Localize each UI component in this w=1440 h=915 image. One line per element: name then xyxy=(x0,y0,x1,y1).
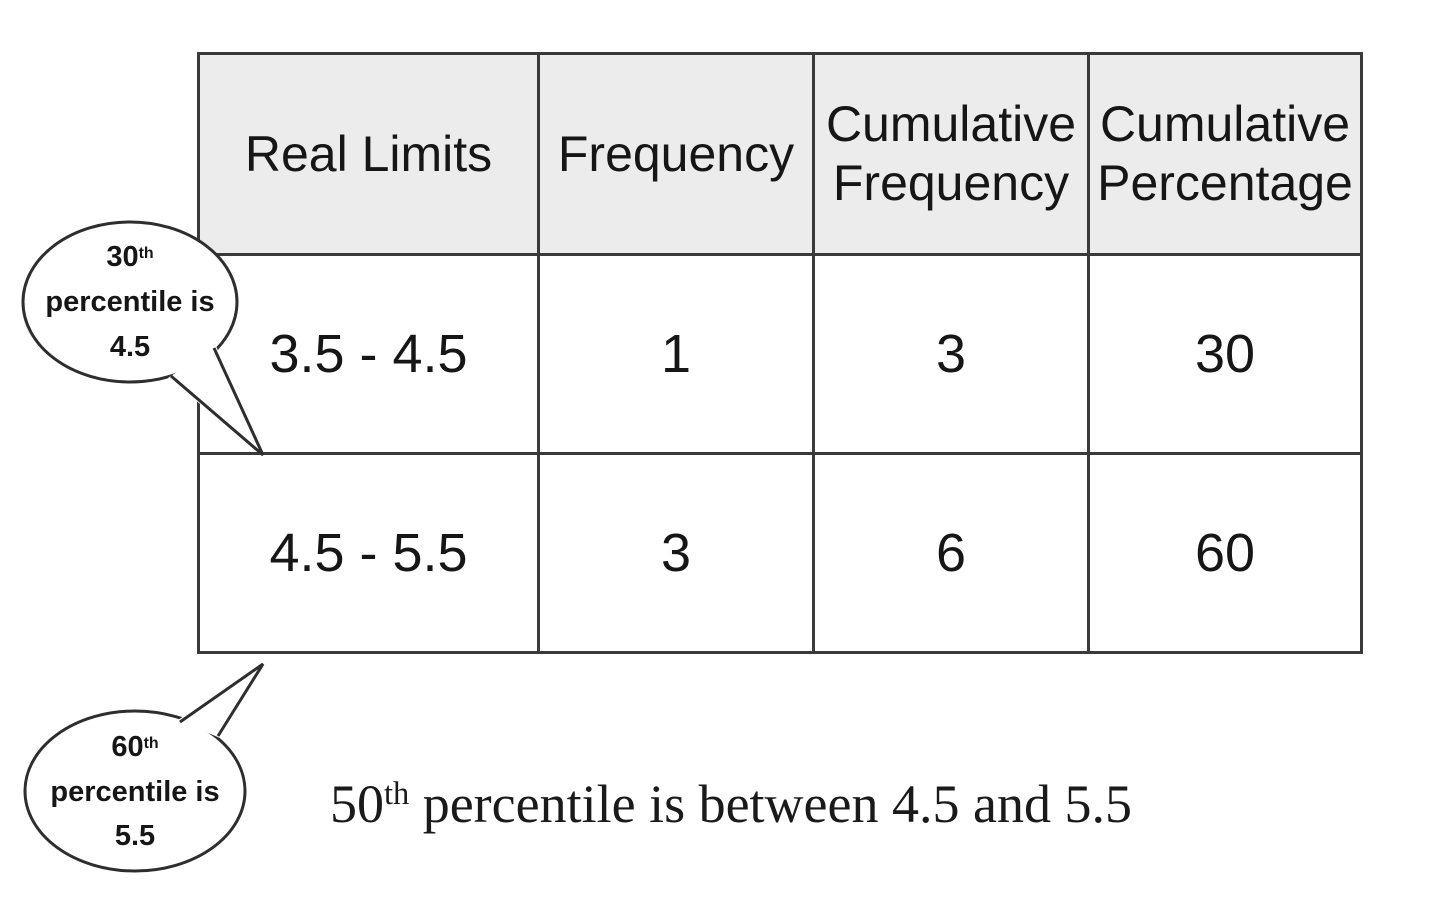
table-row: 3.5 - 4.5 1 3 30 xyxy=(197,253,1363,455)
frequency-table: Real Limits Frequency Cumulative Frequen… xyxy=(197,52,1363,654)
header-row: Real Limits Frequency Cumulative Frequen… xyxy=(197,52,1363,256)
callout-value: 5.5 xyxy=(114,820,156,853)
callout-ordinal: 30th xyxy=(106,241,154,274)
caption-ordinal-suffix: th xyxy=(384,776,410,813)
speech-bubble-shape xyxy=(23,662,265,873)
cell-real-limits: 3.5 - 4.5 xyxy=(197,253,540,455)
callout-value: 4.5 xyxy=(109,330,151,363)
header-cell-cumulative-frequency: Cumulative Frequency xyxy=(812,52,1090,256)
cell-frequency: 3 xyxy=(537,452,815,654)
cell-cumulative-percentage: 30 xyxy=(1087,253,1363,455)
callout-30th-percentile: 30th percentile is 4.5 xyxy=(15,215,280,470)
speech-bubble-shape xyxy=(21,220,265,457)
caption-text: 50th percentile is between 4.5 and 5.5 xyxy=(330,772,1132,837)
cell-frequency: 1 xyxy=(537,253,815,455)
callout-text: 30th percentile is 4.5 xyxy=(25,225,235,380)
caption-number: 50 xyxy=(330,774,384,834)
callout-line: percentile is xyxy=(45,286,215,319)
caption-rest: percentile is between 4.5 and 5.5 xyxy=(409,774,1132,834)
callout-line: percentile is xyxy=(50,775,220,808)
cell-cumulative-frequency: 3 xyxy=(812,253,1090,455)
header-cell-frequency: Frequency xyxy=(537,52,815,256)
callout-60th-percentile: 60th percentile is 5.5 xyxy=(15,645,280,890)
table-row: 4.5 - 5.5 3 6 60 xyxy=(197,452,1363,654)
callout-text: 60th percentile is 5.5 xyxy=(27,713,243,871)
cell-cumulative-frequency: 6 xyxy=(812,452,1090,654)
callout-ordinal: 60th xyxy=(111,730,159,763)
cell-real-limits: 4.5 - 5.5 xyxy=(197,452,540,654)
header-cell-real-limits: Real Limits xyxy=(197,52,540,256)
cell-cumulative-percentage: 60 xyxy=(1087,452,1363,654)
header-cell-cumulative-percentage: Cumulative Percentage xyxy=(1087,52,1363,256)
